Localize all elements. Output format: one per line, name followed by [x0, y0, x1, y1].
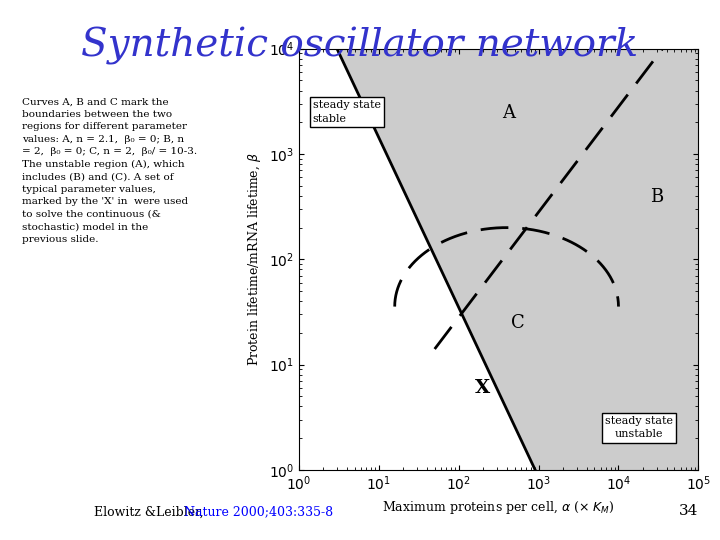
Text: Nature 2000;403:335-8: Nature 2000;403:335-8	[184, 505, 333, 518]
X-axis label: Maximum proteins per cell, $\alpha$ ($\times$ $K_M$): Maximum proteins per cell, $\alpha$ ($\t…	[382, 499, 615, 516]
Text: steady state
unstable: steady state unstable	[605, 416, 673, 440]
Text: Curves A, B and C mark the
boundaries between the two
regions for different para: Curves A, B and C mark the boundaries be…	[22, 97, 197, 244]
Text: Elowitz &Leibler,: Elowitz &Leibler,	[94, 505, 207, 518]
Text: X: X	[475, 379, 490, 397]
Text: Synthetic oscillator network: Synthetic oscillator network	[81, 27, 639, 65]
Text: C: C	[511, 314, 525, 333]
Y-axis label: Protein lifetime/mRNA lifetime, $\beta$: Protein lifetime/mRNA lifetime, $\beta$	[246, 152, 263, 366]
Text: A: A	[502, 104, 515, 122]
Text: 34: 34	[679, 504, 698, 518]
Text: B: B	[650, 188, 664, 206]
Text: steady state
stable: steady state stable	[313, 100, 381, 124]
